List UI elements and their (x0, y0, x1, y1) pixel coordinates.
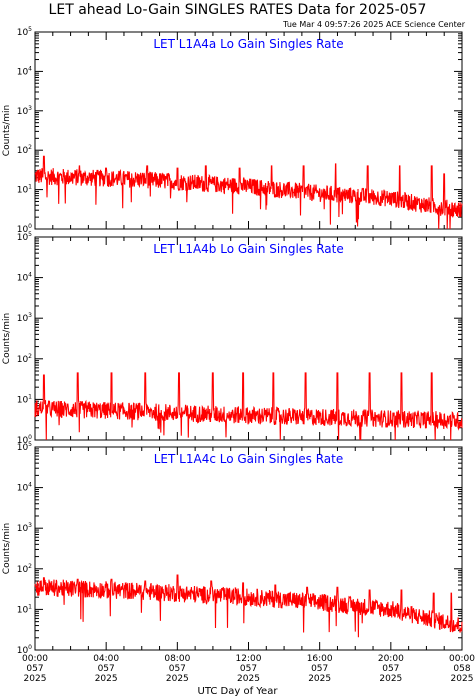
x-tick-label: 057 (169, 664, 186, 674)
page-title: LET ahead Lo-Gain SINGLES RATES Data for… (48, 2, 427, 18)
y-tick-label: 103 (17, 312, 32, 324)
panel-3: 100 101 102 103 104 105 Counts/min LET L1A4c Lo… (2, 441, 463, 656)
x-tick-label: 04:00 (93, 654, 119, 664)
x-tick-label: 16:00 (307, 654, 333, 664)
plot-frame (34, 446, 463, 651)
x-tick-label: 2025 (451, 674, 474, 684)
y-tick-label: 101 (17, 603, 32, 615)
x-axis-label: UTC Day of Year (197, 686, 278, 697)
x-tick-label: 08:00 (164, 654, 190, 664)
rate-trace (34, 372, 463, 441)
y-tick-label: 104 (17, 272, 32, 284)
x-tick-label: 20:00 (378, 654, 404, 664)
x-tick-label: 2025 (95, 674, 118, 684)
x-tick-label: 057 (311, 664, 328, 674)
panel-title: LET L1A4a Lo Gain Singles Rate (153, 37, 343, 51)
y-axis-label: Counts/min (2, 523, 12, 574)
x-tick-label: 2025 (308, 674, 331, 684)
y-tick-label: 103 (17, 522, 32, 534)
x-tick-label: 2025 (166, 674, 189, 684)
x-tick-label: 2025 (237, 674, 260, 684)
rate-trace (34, 155, 463, 230)
x-tick-label: 057 (26, 664, 43, 674)
x-tick-label: 057 (98, 664, 115, 674)
y-tick-label: 100 (17, 434, 32, 446)
y-tick-label: 102 (17, 563, 32, 575)
panel-2: 100 101 102 103 104 105 Counts/min LET L1A4b Lo… (2, 231, 463, 446)
y-tick-label: 105 (17, 26, 32, 38)
y-axis-label: Counts/min (2, 105, 12, 156)
y-axis-label: Counts/min (2, 313, 12, 364)
y-tick-label: 101 (17, 184, 32, 196)
plot-frame (34, 236, 463, 441)
x-tick-label: 057 (382, 664, 399, 674)
y-tick-label: 105 (17, 441, 32, 453)
y-tick-label: 103 (17, 105, 32, 117)
x-tick-label: 12:00 (236, 654, 262, 664)
x-tick-label: 2025 (379, 674, 402, 684)
timestamp-credit: Tue Mar 4 09:57:26 2025 ACE Science Cent… (283, 20, 465, 29)
x-tick-label: 00:00 (22, 654, 48, 664)
y-tick-label: 102 (17, 144, 32, 156)
y-tick-label: 104 (17, 482, 32, 494)
x-tick-label: 057 (240, 664, 257, 674)
panel-1: 100 101 102 103 104 105 Counts/min LET L1A4a Lo… (2, 26, 463, 235)
x-tick-label: 00:00 (449, 654, 475, 664)
x-tick-label: 058 (453, 664, 470, 674)
rate-trace (34, 574, 463, 638)
y-tick-label: 100 (17, 644, 32, 656)
y-tick-label: 100 (17, 223, 32, 235)
y-tick-label: 104 (17, 65, 32, 77)
panel-title: LET L1A4c Lo Gain Singles Rate (154, 452, 344, 466)
x-tick-label: 2025 (24, 674, 47, 684)
y-tick-label: 101 (17, 393, 32, 405)
y-tick-label: 105 (17, 231, 32, 243)
panel-title: LET L1A4b Lo Gain Singles Rate (153, 242, 344, 256)
y-tick-label: 102 (17, 353, 32, 365)
